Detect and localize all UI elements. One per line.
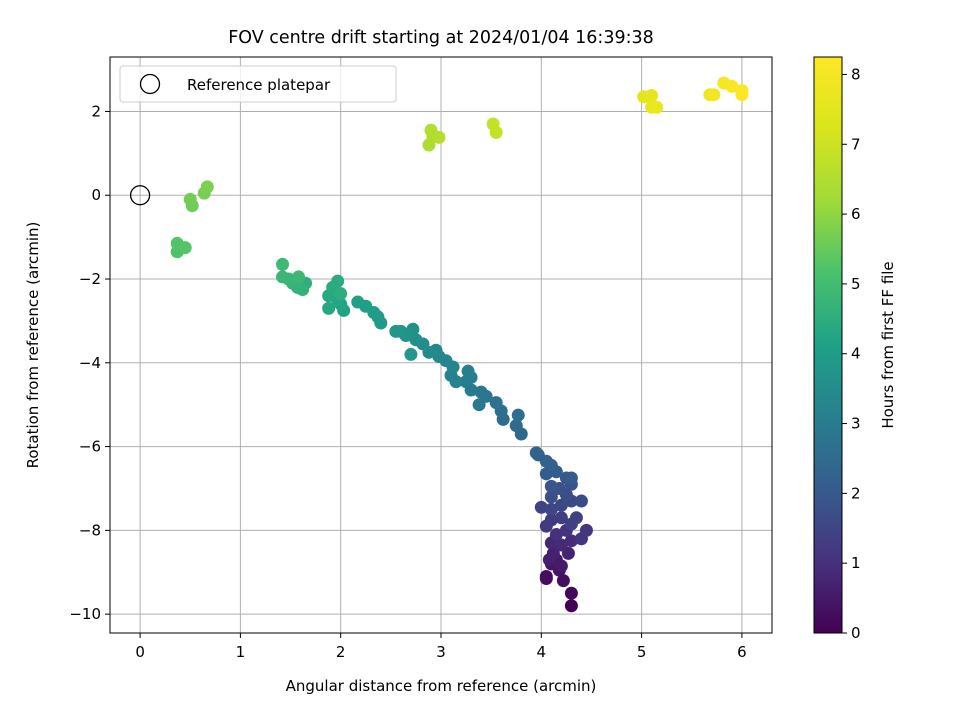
scatter-point — [574, 494, 588, 508]
scatter-point — [331, 274, 345, 288]
colorbar-tick-label: 6 — [851, 205, 861, 223]
y-tick-label: 0 — [91, 186, 101, 204]
colorbar-tick-label: 5 — [851, 275, 861, 293]
x-tick-label: 1 — [236, 643, 246, 661]
scatter-point — [389, 324, 403, 338]
scatter-point — [544, 479, 558, 493]
scatter-point — [432, 130, 446, 144]
x-tick-label: 6 — [737, 643, 747, 661]
scatter-point — [472, 398, 486, 412]
scatter-point — [534, 500, 548, 514]
scatter-point — [511, 408, 525, 422]
scatter-point — [554, 538, 568, 552]
data-points — [129, 76, 749, 613]
y-axis-ticks: −10 −8 −6 −4 −2 0 2 — [69, 102, 110, 623]
scatter-point — [322, 301, 336, 315]
scatter-point — [334, 287, 348, 301]
x-tick-label: 0 — [135, 643, 145, 661]
colorbar-tick-label: 1 — [851, 554, 861, 572]
scatter-point — [546, 546, 560, 560]
chart-title: FOV centre drift starting at 2024/01/04 … — [228, 28, 654, 48]
colorbar-tick-label: 0 — [851, 624, 861, 642]
scatter-point — [351, 295, 365, 309]
scatter-point — [564, 534, 578, 548]
scatter-point — [539, 569, 553, 583]
scatter-point — [554, 559, 568, 573]
scatter-point — [554, 511, 568, 525]
scatter-point — [569, 511, 583, 525]
scatter-point — [579, 523, 593, 537]
colorbar: 0 1 2 3 4 5 6 7 8 Hours from first FF file — [813, 56, 897, 642]
scatter-point — [529, 446, 543, 460]
legend: Reference platepar — [119, 65, 397, 103]
scatter-point — [178, 241, 192, 255]
scatter-point — [292, 270, 306, 284]
scatter-point — [549, 528, 563, 542]
scatter-point — [276, 257, 290, 271]
colorbar-tick-label: 8 — [851, 65, 861, 83]
x-tick-label: 3 — [436, 643, 446, 661]
scatter-point — [544, 502, 558, 516]
colorbar-tick-label: 3 — [851, 415, 861, 433]
x-tick-label: 5 — [637, 643, 647, 661]
colorbar-gradient — [813, 56, 843, 634]
scatter-point — [509, 419, 523, 433]
colorbar-tick-label: 7 — [851, 135, 861, 153]
scatter-point — [556, 574, 570, 588]
scatter-point — [735, 88, 749, 102]
scatter-point — [707, 88, 721, 102]
y-axis-label: Rotation from reference (arcmin) — [24, 222, 42, 469]
legend-entry-label: Reference platepar — [187, 76, 331, 94]
y-tick-label: −10 — [69, 605, 101, 623]
y-tick-label: −4 — [79, 354, 101, 372]
scatter-point — [645, 89, 659, 103]
colorbar-tick-label: 2 — [851, 484, 861, 502]
scatter-point — [474, 385, 488, 399]
x-tick-label: 2 — [336, 643, 346, 661]
y-tick-label: 2 — [91, 102, 101, 120]
colorbar-tick-label: 4 — [851, 345, 861, 363]
scatter-point — [276, 270, 290, 284]
colorbar-label: Hours from first FF file — [879, 261, 897, 428]
scatter-point — [554, 498, 568, 512]
scatter-point — [544, 513, 558, 527]
scatter-point — [489, 396, 503, 410]
scatter-point — [650, 100, 664, 114]
reference-platepar-marker — [129, 185, 151, 206]
scatter-point — [564, 471, 578, 485]
y-tick-label: −2 — [79, 270, 101, 288]
scatter-point — [404, 347, 418, 361]
x-tick-label: 4 — [537, 643, 547, 661]
scatter-point — [489, 125, 503, 139]
scatter-point — [725, 79, 739, 93]
colorbar-ticks: 0 1 2 3 4 5 6 7 8 — [842, 65, 861, 642]
legend-reference-marker — [139, 73, 161, 95]
scatter-point — [461, 364, 475, 378]
scatter-point — [544, 490, 558, 504]
scatter-point — [200, 180, 214, 194]
y-tick-label: −8 — [79, 521, 101, 539]
x-axis-ticks: 0 1 2 3 4 5 6 — [135, 633, 747, 661]
scatter-point — [564, 599, 578, 613]
scatter-point — [564, 586, 578, 600]
legend-box — [119, 65, 397, 103]
grid-lines — [110, 57, 772, 633]
x-axis-label: Angular distance from reference (arcmin) — [286, 677, 597, 695]
scatter-point — [183, 192, 197, 206]
y-tick-label: −6 — [79, 438, 101, 456]
